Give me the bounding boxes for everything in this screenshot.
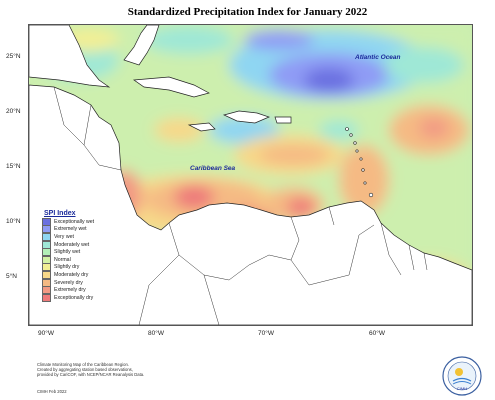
lat-tick-5n: 5°N [6, 273, 17, 280]
legend-item: Very wet [42, 232, 114, 241]
legend-label: Moderately dry [54, 271, 89, 278]
legend-label: Slightly wet [54, 249, 81, 256]
lon-tick-60w: 60°W [369, 330, 385, 337]
credit-text: CIMH Feb 2022 [37, 389, 67, 394]
footer-line-3: provided by CariCOF, with NCEP/NCAR Rean… [37, 372, 145, 378]
lon-tick-80w: 80°W [148, 330, 164, 337]
legend-item: Slightly dry [42, 263, 114, 272]
legend-title: SPI Index [44, 210, 76, 217]
legend-swatch [42, 248, 51, 257]
legend-label: Extremely wet [54, 226, 87, 233]
legend-label: Moderately wet [54, 241, 90, 248]
logo-text: CIMH [457, 386, 467, 391]
legend-label: Slightly dry [54, 264, 80, 271]
legend-label: Exceptionally dry [54, 294, 94, 301]
legend-swatch [42, 217, 51, 226]
legend-items: Exceptionally wet Extremely wet Very wet Mo… [42, 217, 114, 302]
map-title: Standardized Precipitation Index for Jan… [127, 6, 368, 18]
footer-note: Climate Monitoring Map of the Caribbean … [37, 362, 144, 378]
legend-item: Moderately dry [42, 270, 114, 279]
lat-tick-10n: 10°N [6, 218, 21, 225]
legend-label: Normal [54, 256, 71, 263]
legend-swatch [42, 232, 51, 241]
lon-tick-90w: 90°W [38, 330, 54, 337]
legend-item: Exceptionally dry [42, 293, 114, 302]
land-areas [29, 25, 472, 325]
footer-line-1: Climate Monitoring Map of the Caribbean … [37, 362, 129, 367]
spi-legend: SPI Index Exceptionally wet Extremely wet… [42, 210, 114, 302]
legend-swatch [42, 278, 51, 287]
lesser-antilles [345, 127, 374, 198]
caribbean-sea-label: Caribbean Sea [190, 165, 236, 172]
legend-swatch [42, 270, 51, 279]
lat-tick-15n: 15°N [6, 163, 21, 170]
cimh-logo: CIMH [442, 356, 482, 396]
lat-tick-20n: 20°N [6, 108, 21, 115]
lat-tick-25n: 25°N [6, 53, 21, 60]
legend-item: Moderately wet [42, 240, 114, 249]
legend-item: Severely dry [42, 278, 114, 287]
legend-swatch [42, 293, 51, 302]
legend-swatch [42, 286, 51, 295]
legend-item: Extremely dry [42, 286, 114, 295]
legend-swatch [42, 225, 51, 234]
legend-swatch [42, 240, 51, 249]
atlantic-ocean-label: Atlantic Ocean [355, 54, 401, 61]
legend-label: Severely dry [54, 279, 83, 286]
legend-label: Extremely dry [54, 287, 86, 294]
legend-item: Slightly wet [42, 248, 114, 257]
legend-label: Exceptionally wet [54, 218, 95, 225]
footer-line-2: Created by aggregating station based obs… [37, 367, 133, 373]
country-borders [53, 86, 428, 325]
legend-item: Exceptionally wet [42, 217, 114, 226]
legend-item: Normal [42, 255, 114, 264]
legend-item: Extremely wet [42, 225, 114, 234]
legend-label: Very wet [54, 233, 74, 240]
legend-swatch [42, 263, 51, 272]
legend-swatch [42, 255, 51, 264]
lon-tick-70w: 70°W [258, 330, 274, 337]
